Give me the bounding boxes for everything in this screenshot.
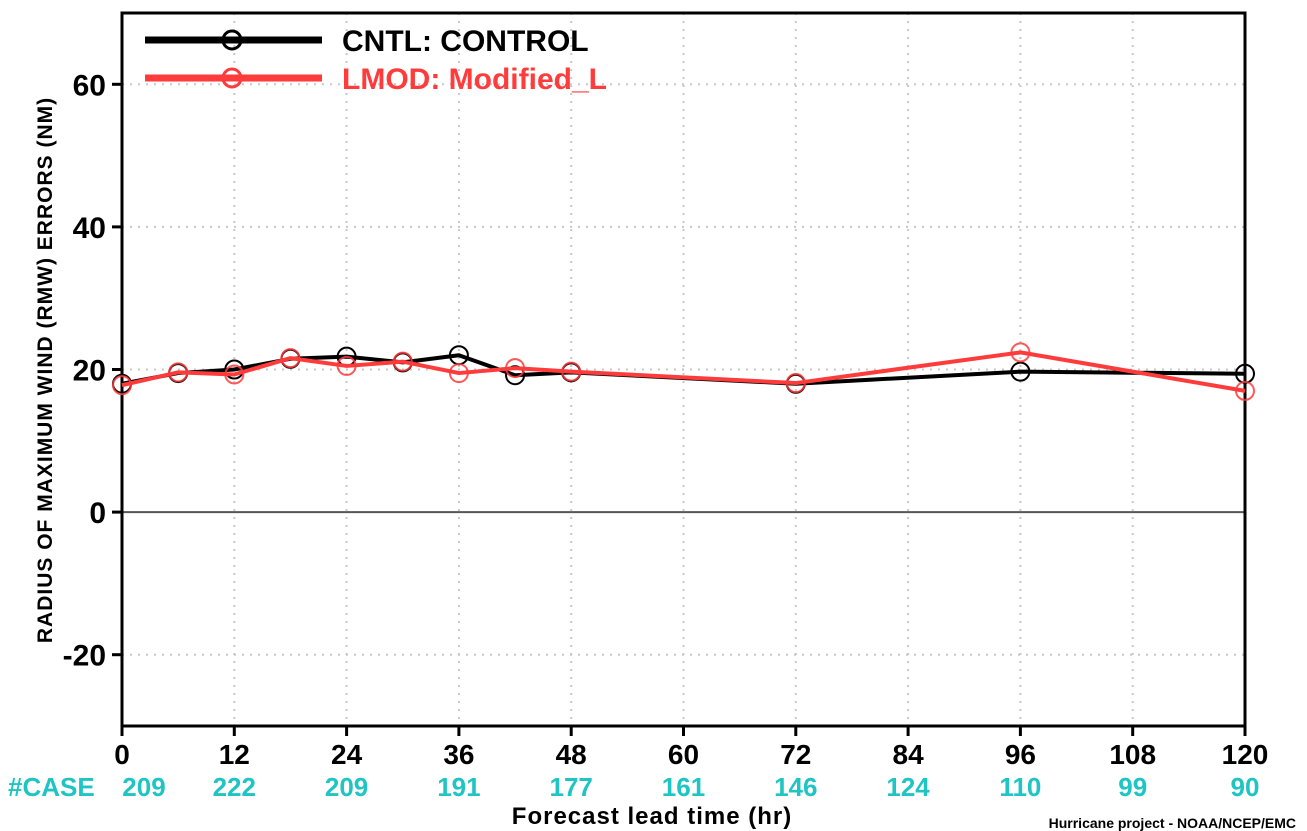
x-tick-label: 72: [780, 739, 811, 770]
case-label: #CASE: [8, 772, 95, 802]
data-point: [392, 351, 413, 372]
data-point: [1010, 361, 1031, 382]
case-count: 161: [662, 772, 705, 802]
data-point: [785, 373, 806, 394]
data-point: [224, 364, 245, 385]
x-axis-label: Forecast lead time (hr): [512, 803, 792, 830]
case-counts: #CASE 209 222 209 191 177 161 146 124 110 99 90: [8, 772, 1259, 802]
x-tick-label: 24: [331, 739, 363, 770]
data-point: [1010, 342, 1031, 363]
case-count: 99: [1118, 772, 1147, 802]
y-tick-label: 0: [89, 497, 106, 530]
data-point: [280, 348, 301, 369]
data-point: [448, 363, 469, 384]
data-point: [168, 362, 189, 383]
y-axis-label: RADIUS OF MAXIMUM WIND (RMW) ERRORS (NM): [34, 97, 57, 643]
y-tick-label: 60: [73, 69, 106, 102]
data-point: [1235, 380, 1255, 401]
x-tick-label: 12: [219, 739, 250, 770]
data-point: [336, 355, 357, 376]
case-count: 209: [325, 772, 368, 802]
case-count: 146: [774, 772, 817, 802]
x-tick-label: 108: [1109, 739, 1156, 770]
grid-lines: [122, 13, 1245, 726]
case-count: 191: [437, 772, 480, 802]
case-count: 110: [999, 772, 1041, 802]
y-tick-label: -20: [63, 640, 106, 673]
case-count: 177: [550, 772, 593, 802]
x-tick-label: 120: [1222, 739, 1269, 770]
legend-label: LMOD: Modified_L: [342, 63, 607, 96]
x-tick-label: 48: [556, 739, 587, 770]
data-point: [505, 358, 526, 379]
y-tick-label: 20: [73, 355, 106, 388]
credit-text: Hurricane project - NOAA/NCEP/EMC: [1049, 815, 1296, 831]
data-point: [112, 375, 132, 396]
case-count: 209: [122, 772, 165, 802]
x-tick-label: 60: [668, 739, 699, 770]
legend-label: CNTL: CONTROL: [342, 25, 589, 58]
x-tick-label: 96: [1005, 739, 1036, 770]
data-point: [224, 359, 245, 380]
case-count: 222: [213, 772, 256, 802]
series-layer: [112, 342, 1255, 401]
data-point: [561, 361, 582, 382]
x-tick-label: 36: [443, 739, 474, 770]
legend-marker: [221, 29, 243, 51]
x-tick-label: 0: [114, 739, 130, 770]
x-tick-label: 84: [893, 739, 925, 770]
y-tick-label: 40: [73, 212, 106, 245]
x-axis-ticks: 0 12 24 36 48 60 72 84 96 108 120: [114, 726, 1268, 770]
case-count: 124: [886, 772, 930, 802]
legend-marker: [221, 67, 243, 89]
case-count: 90: [1231, 772, 1260, 802]
y-axis-ticks: -20 0 20 40 60: [63, 69, 122, 673]
legend: CNTL: CONTROL LMOD: Modified_L: [145, 25, 607, 96]
